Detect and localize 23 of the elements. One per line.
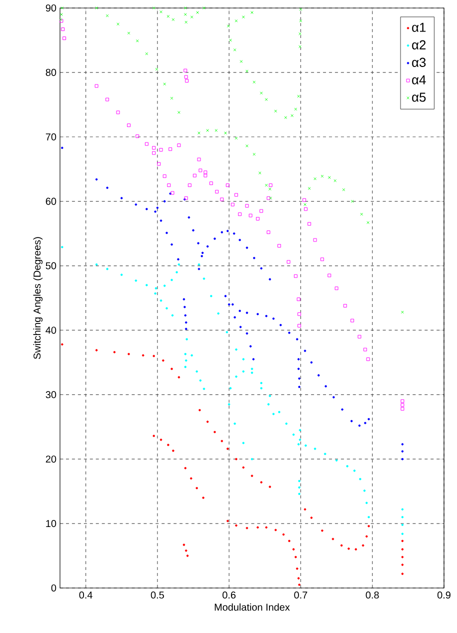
y-tick-label: 50 xyxy=(46,262,56,270)
y-axis-title: Switching Angles (Degrees) xyxy=(33,237,43,360)
y-tick-label: 30 xyxy=(46,391,56,398)
y-tick-label: 90 xyxy=(46,4,56,12)
legend-label: α3 xyxy=(412,58,426,67)
y-tick-label: 40 xyxy=(46,326,56,334)
x-tick-label: 0.4 xyxy=(79,592,92,599)
y-tick-label: 20 xyxy=(46,456,56,463)
x-tick-label: 0.7 xyxy=(294,592,308,599)
x-axis-title: Modulation Index xyxy=(214,603,290,611)
legend-label: α1 xyxy=(412,22,426,32)
legend-label: α4 xyxy=(412,75,426,84)
legend-label: α5 xyxy=(412,92,426,102)
y-tick-label: 80 xyxy=(46,68,56,76)
x-tick-label: 0.5 xyxy=(150,592,164,599)
y-tick-label: 10 xyxy=(46,520,56,528)
x-tick-label: 0.8 xyxy=(366,592,379,599)
x-tick-label: 0.6 xyxy=(222,592,236,599)
legend-label: α2 xyxy=(412,40,426,50)
y-tick-label: 60 xyxy=(46,198,56,205)
y-tick-label: 70 xyxy=(46,133,56,140)
x-tick-label: 0.9 xyxy=(437,592,450,599)
y-tick-label: 0 xyxy=(51,584,56,592)
